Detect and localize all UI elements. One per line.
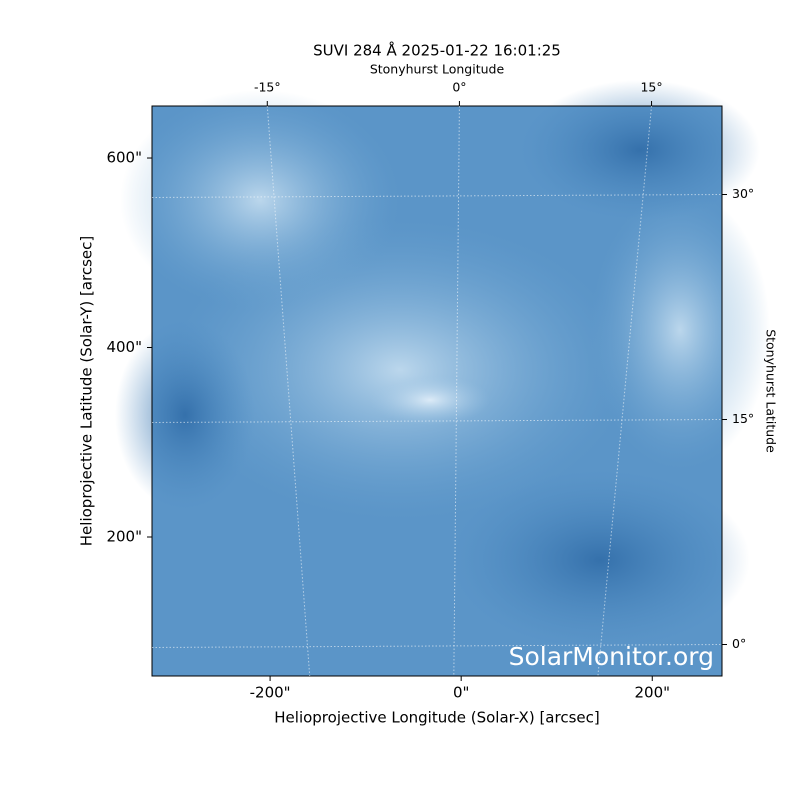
grid-line [266,105,311,677]
plot-frame [151,105,723,677]
y2-tick-label: 15° [732,411,754,426]
x-axis-label: Helioprojective Longitude (Solar-X) [arc… [274,709,599,727]
x2-tick-label: 0° [452,80,466,95]
y2-tick-label: 0° [732,636,746,651]
solar-image [115,80,770,676]
grid-line [453,105,460,677]
x-tick-label: 200" [634,684,670,702]
y-tick-label: 200" [106,528,142,546]
x2-tick-label: -15° [254,80,281,95]
x-tick-label: -200" [250,684,291,702]
x2-axis-label: Stonyhurst Longitude [370,62,505,77]
grid-line [151,644,723,648]
grid-line [597,105,653,677]
y2-axis-label: Stonyhurst Latitude [764,329,779,453]
grid-line [151,194,723,198]
watermark: SolarMonitor.org [509,642,714,671]
x2-tick-label: 15° [640,80,662,95]
y-tick-label: 400" [106,338,142,356]
y-tick-label: 600" [106,149,142,167]
y-axis-label: Helioprojective Latitude (Solar-Y) [arcs… [78,236,96,546]
grid-line [151,419,723,423]
y2-tick-label: 30° [732,186,754,201]
chart-title: SUVI 284 Å 2025-01-22 16:01:25 [313,41,561,60]
x-tick-label: 0" [453,684,469,702]
